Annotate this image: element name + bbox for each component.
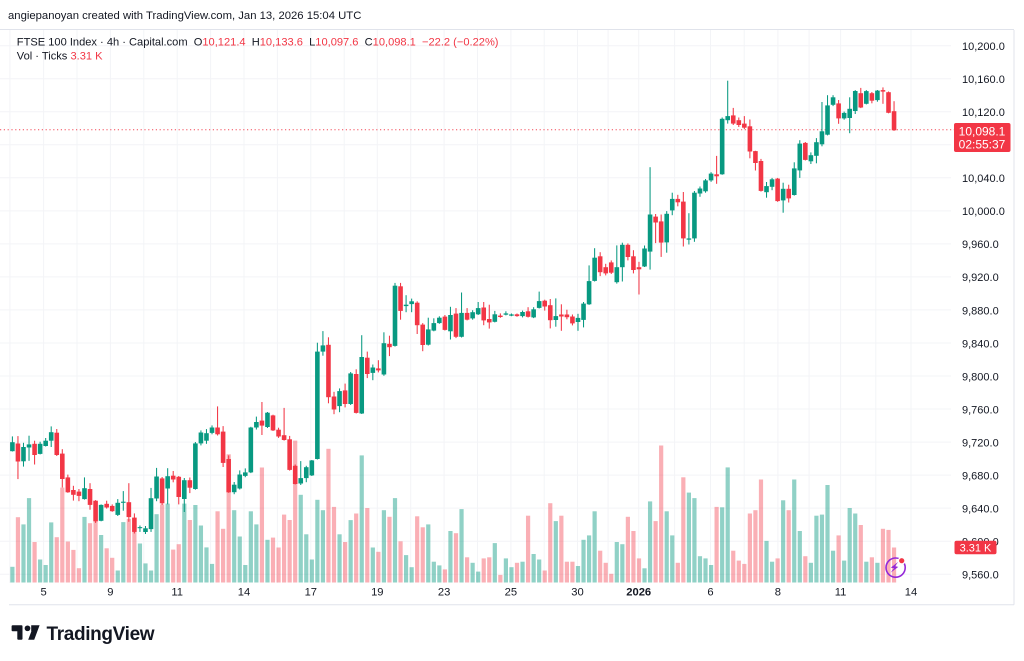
svg-text:10,200.0: 10,200.0: [962, 41, 1005, 53]
svg-text:9,680.0: 9,680.0: [962, 471, 999, 483]
svg-text:10,160.0: 10,160.0: [962, 74, 1005, 86]
svg-text:23: 23: [438, 587, 450, 599]
svg-text:9,760.0: 9,760.0: [962, 404, 999, 416]
svg-text:9: 9: [107, 587, 113, 599]
svg-text:9,560.0: 9,560.0: [962, 570, 999, 582]
svg-text:9,840.0: 9,840.0: [962, 338, 999, 350]
svg-text:19: 19: [371, 587, 383, 599]
svg-text:10,000.0: 10,000.0: [962, 206, 1005, 218]
svg-text:6: 6: [707, 587, 713, 599]
svg-text:9,800.0: 9,800.0: [962, 371, 999, 383]
svg-text:8: 8: [775, 587, 781, 599]
svg-text:10,098.1: 10,098.1: [959, 125, 1006, 139]
svg-text:02:55:37: 02:55:37: [959, 138, 1006, 152]
svg-text:14: 14: [238, 587, 250, 599]
svg-text:11: 11: [171, 587, 183, 599]
svg-text:9,720.0: 9,720.0: [962, 438, 999, 450]
svg-text:9,960.0: 9,960.0: [962, 239, 999, 251]
svg-text:14: 14: [905, 587, 917, 599]
svg-text:9,880.0: 9,880.0: [962, 305, 999, 317]
svg-text:Vol · Ticks 3.31 K: Vol · Ticks 3.31 K: [17, 50, 103, 62]
svg-text:FTSE 100 Index · 4h · Capital.: FTSE 100 Index · 4h · Capital.com O10,12…: [17, 36, 499, 48]
svg-text:25: 25: [505, 587, 517, 599]
svg-text:5: 5: [40, 587, 46, 599]
svg-text:30: 30: [571, 587, 583, 599]
svg-text:angiepanoyan created with Trad: angiepanoyan created with TradingView.co…: [8, 10, 361, 22]
svg-text:17: 17: [305, 587, 317, 599]
svg-text:10,040.0: 10,040.0: [962, 173, 1005, 185]
svg-text:10,120.0: 10,120.0: [962, 107, 1005, 119]
svg-text:9,920.0: 9,920.0: [962, 272, 999, 284]
svg-text:11: 11: [835, 587, 847, 599]
svg-text:TradingView: TradingView: [47, 624, 155, 645]
svg-text:9,640.0: 9,640.0: [962, 504, 999, 516]
svg-text:3.31 K: 3.31 K: [960, 542, 992, 554]
svg-text:2026: 2026: [626, 587, 651, 599]
